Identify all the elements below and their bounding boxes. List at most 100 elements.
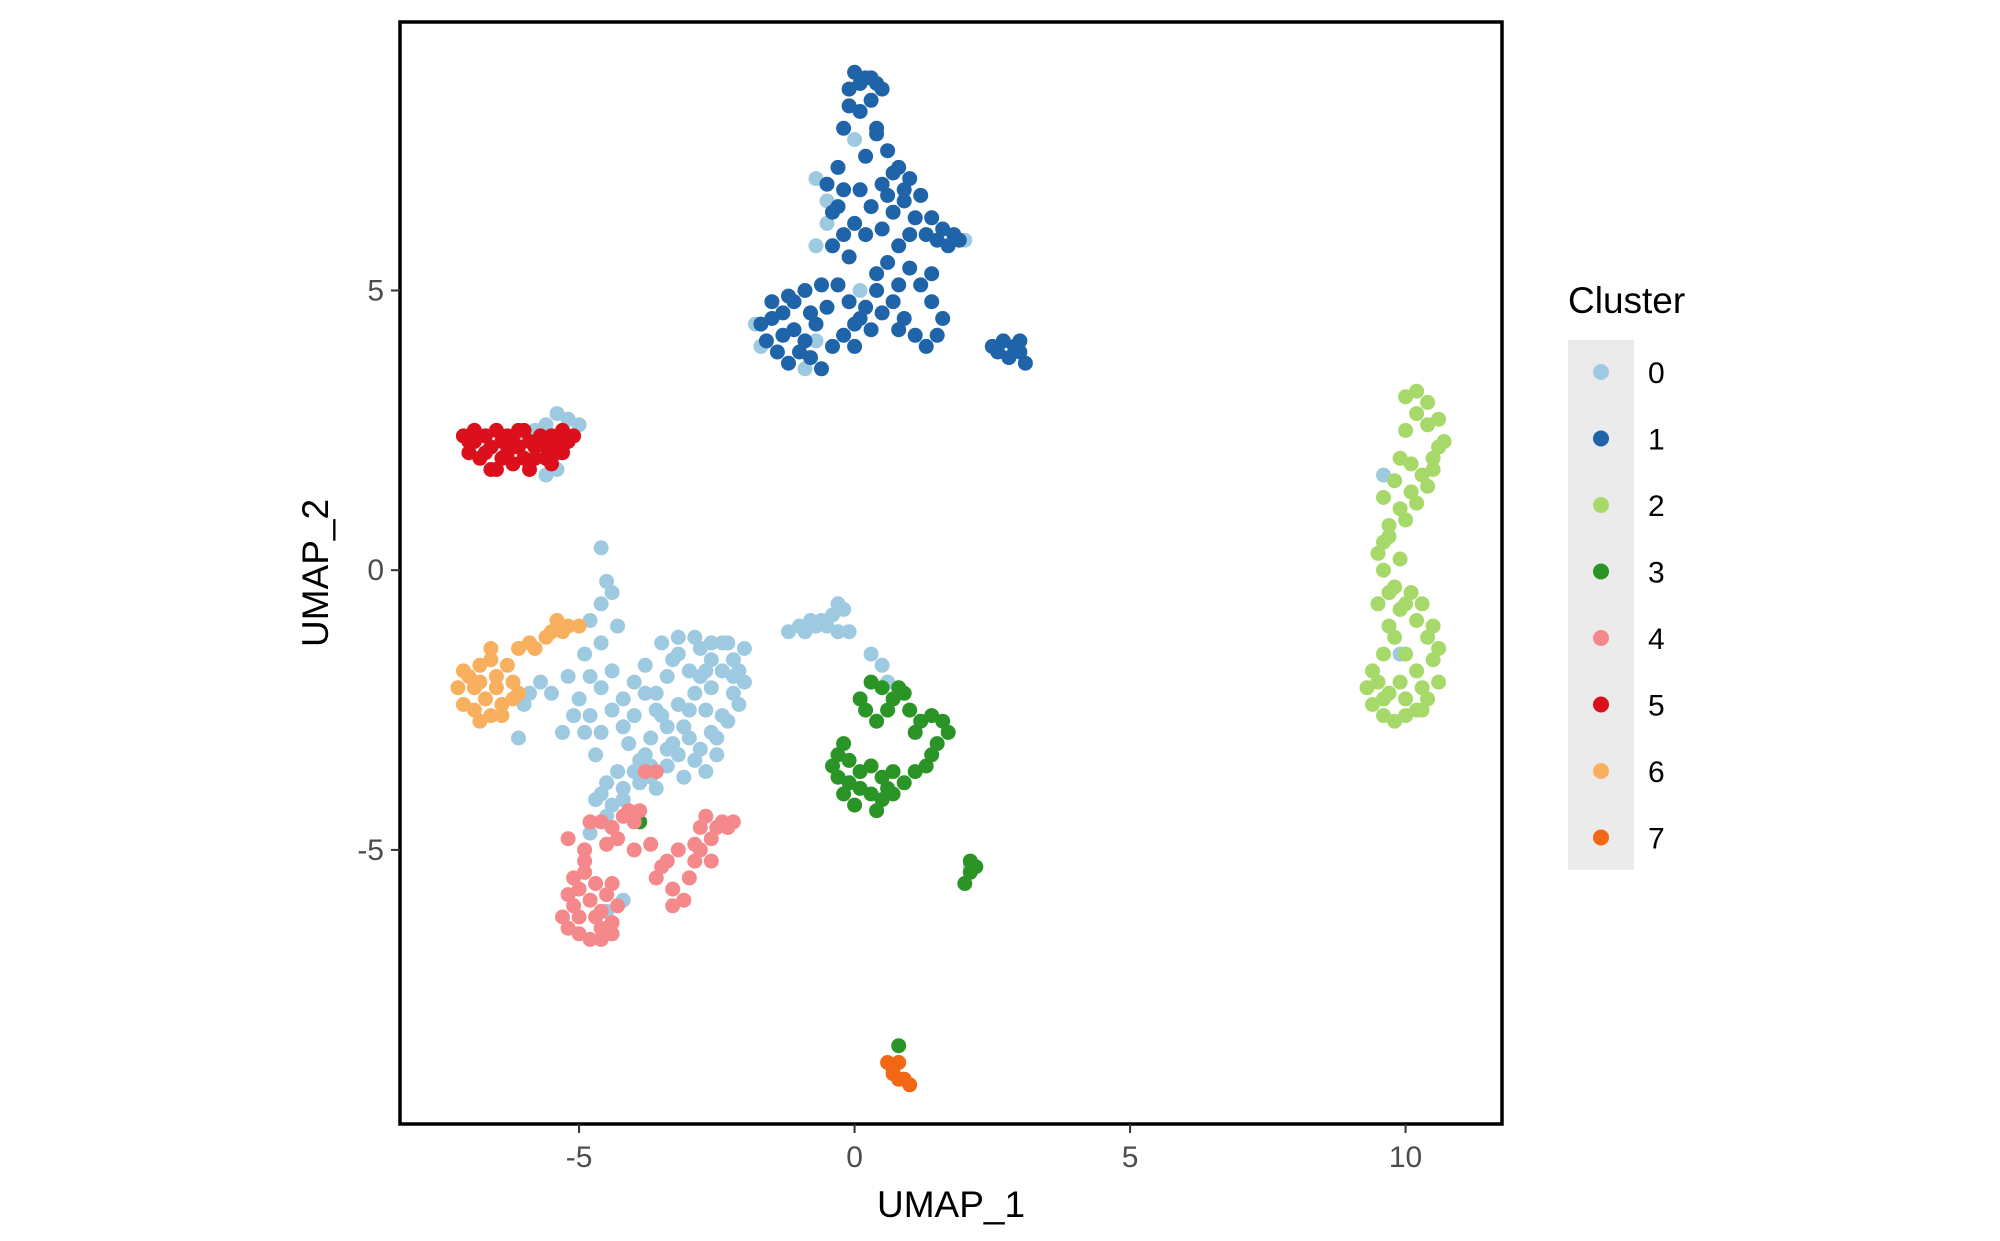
point-cluster-2 — [1403, 585, 1419, 601]
point-cluster-4 — [626, 842, 642, 858]
point-cluster-2 — [1376, 708, 1391, 724]
point-cluster-3 — [907, 724, 923, 740]
x-axis-title: UMAP_1 — [877, 1184, 1025, 1225]
plot-panel-border — [398, 20, 1504, 1126]
point-cluster-2 — [1370, 545, 1386, 561]
point-cluster-2 — [1370, 674, 1386, 690]
point-cluster-2 — [1403, 456, 1419, 472]
point-cluster-6 — [499, 657, 515, 673]
point-cluster-4 — [648, 764, 664, 780]
point-cluster-0 — [582, 669, 598, 684]
point-cluster-0 — [511, 730, 526, 746]
point-cluster-2 — [1431, 674, 1447, 690]
point-cluster-5 — [505, 456, 521, 472]
point-cluster-2 — [1376, 646, 1391, 662]
point-cluster-0 — [687, 629, 703, 645]
point-cluster-1 — [869, 283, 885, 298]
point-cluster-1 — [1001, 350, 1017, 366]
point-cluster-1 — [781, 288, 796, 304]
point-cluster-0 — [615, 792, 631, 808]
point-cluster-2 — [1370, 596, 1386, 612]
point-cluster-0 — [599, 573, 615, 589]
point-cluster-0 — [698, 764, 714, 780]
point-cluster-0 — [731, 697, 747, 712]
legend-key-3 — [1593, 563, 1609, 580]
points-layer — [450, 64, 1452, 1093]
point-cluster-3 — [924, 747, 940, 763]
point-cluster-2 — [1398, 422, 1414, 438]
point-cluster-0 — [687, 685, 703, 701]
point-cluster-1 — [902, 227, 918, 243]
point-cluster-3 — [885, 764, 901, 780]
point-cluster-4 — [582, 892, 598, 908]
point-cluster-0 — [593, 635, 609, 651]
point-cluster-4 — [560, 887, 576, 903]
point-cluster-0 — [720, 635, 736, 651]
point-cluster-5 — [527, 439, 543, 455]
point-cluster-0 — [714, 663, 730, 679]
point-cluster-0 — [593, 596, 609, 612]
point-cluster-0 — [610, 618, 626, 634]
point-cluster-4 — [703, 831, 719, 847]
point-cluster-2 — [1425, 652, 1441, 668]
point-cluster-1 — [924, 266, 940, 282]
y-axis: -5 0 5 — [357, 275, 400, 867]
point-cluster-1 — [891, 277, 907, 293]
point-cluster-3 — [957, 876, 973, 891]
point-cluster-3 — [874, 680, 890, 696]
point-cluster-5 — [566, 428, 582, 444]
point-cluster-0 — [703, 680, 719, 696]
point-cluster-1 — [825, 238, 840, 254]
point-cluster-6 — [494, 708, 510, 724]
point-cluster-0 — [670, 747, 686, 763]
point-cluster-0 — [626, 674, 642, 690]
point-cluster-1 — [863, 92, 879, 108]
point-cluster-3 — [836, 786, 852, 802]
point-cluster-3 — [885, 691, 901, 707]
point-cluster-1 — [847, 338, 863, 354]
point-cluster-1 — [885, 204, 901, 220]
point-cluster-2 — [1392, 551, 1408, 567]
legend-label-4: 4 — [1648, 623, 1665, 656]
point-cluster-1 — [885, 294, 901, 310]
point-cluster-0 — [643, 730, 659, 746]
point-cluster-2 — [1398, 691, 1414, 707]
point-cluster-2 — [1425, 618, 1441, 634]
point-cluster-3 — [830, 747, 846, 763]
point-cluster-6 — [505, 674, 521, 690]
point-cluster-5 — [533, 428, 548, 444]
point-cluster-1 — [852, 76, 868, 91]
point-cluster-0 — [615, 719, 631, 735]
point-cluster-0 — [852, 283, 868, 298]
point-cluster-1 — [874, 305, 890, 321]
point-cluster-3 — [891, 680, 907, 696]
legend-label-7: 7 — [1648, 823, 1665, 856]
point-cluster-1 — [935, 311, 951, 326]
point-cluster-0 — [582, 708, 598, 724]
point-cluster-0 — [648, 780, 664, 796]
point-cluster-0 — [725, 685, 741, 701]
point-cluster-5 — [555, 422, 570, 438]
point-cluster-1 — [803, 305, 818, 321]
point-cluster-2 — [1425, 450, 1441, 466]
point-cluster-1 — [841, 249, 857, 265]
point-cluster-0 — [659, 719, 675, 735]
point-cluster-0 — [687, 752, 703, 768]
point-cluster-0 — [648, 685, 664, 701]
point-cluster-3 — [825, 758, 840, 774]
point-cluster-5 — [516, 422, 532, 438]
point-cluster-6 — [483, 641, 499, 656]
point-cluster-1 — [869, 266, 885, 282]
point-cluster-1 — [769, 344, 785, 360]
point-cluster-1 — [847, 215, 863, 231]
legend-key-1 — [1593, 430, 1609, 447]
point-cluster-0 — [637, 747, 653, 763]
point-cluster-0 — [676, 719, 692, 735]
point-cluster-4 — [571, 909, 587, 925]
point-cluster-1 — [841, 294, 857, 310]
point-cluster-6 — [527, 641, 543, 656]
point-cluster-6 — [477, 691, 493, 707]
point-cluster-1 — [830, 159, 846, 175]
point-cluster-3 — [902, 702, 918, 718]
